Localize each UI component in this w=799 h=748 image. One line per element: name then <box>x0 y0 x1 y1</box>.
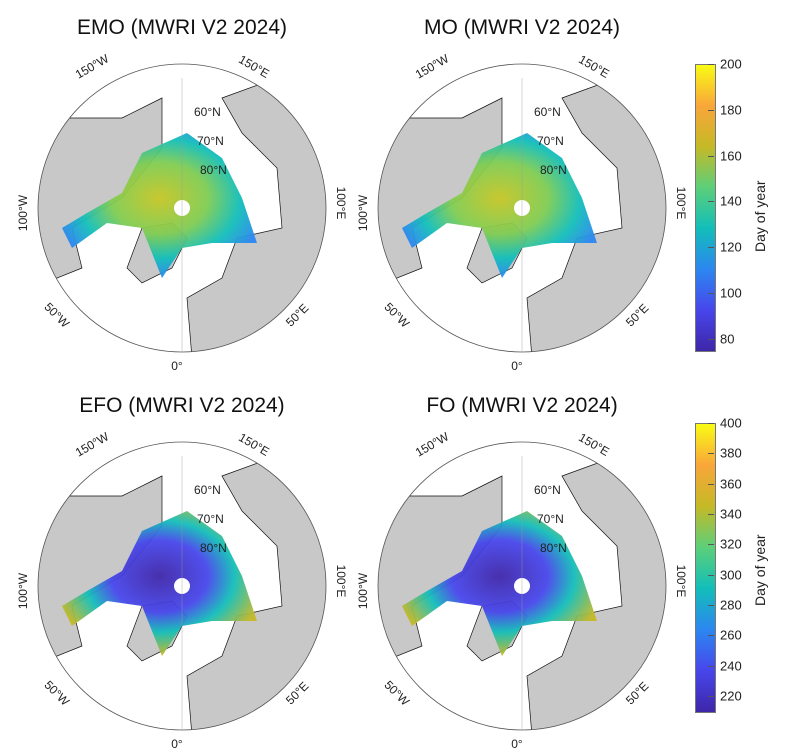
colorbar-tick-label: 240 <box>720 658 742 674</box>
sea-ice-field <box>62 511 257 656</box>
colorbar-tick-label: 360 <box>720 476 742 492</box>
lon-label: 150°W <box>413 51 452 82</box>
colorbar-tick-mark <box>708 292 714 294</box>
colorbar-tick-mark <box>708 155 714 157</box>
sea-ice-field <box>402 511 597 656</box>
colorbar-tick-label: 140 <box>720 193 742 209</box>
map-panel-mo: MO (MWRI V2 2024) 60°N 70°N 80°N 150°W 150°E… <box>352 0 692 373</box>
colorbar-gradient <box>695 64 716 352</box>
panel-title: EFO (MWRI V2 2024) <box>79 394 285 417</box>
colorbar-tick-mark <box>708 695 714 697</box>
colorbar-tick-mark <box>708 201 714 203</box>
colorbar-tick-label: 260 <box>720 627 742 643</box>
lon-label: 100°W <box>356 572 370 609</box>
colorbar-tick-mark <box>708 604 714 606</box>
lon-label: 150°W <box>73 429 112 460</box>
lon-label: 0° <box>511 359 523 373</box>
lat-label: 80°N <box>200 541 227 555</box>
colorbar-tick-label: 120 <box>720 239 742 255</box>
map-panel-fo: FO (MWRI V2 2024) 60°N 70°N 80°N 150°W 150°E… <box>352 378 692 748</box>
lon-label: 100°W <box>356 194 370 231</box>
colorbar-tick-mark <box>708 513 714 515</box>
colorbar-tick-label: 300 <box>720 567 742 583</box>
sea-ice-field <box>62 133 257 278</box>
lon-label: 150°W <box>73 51 112 82</box>
colorbar-tick-mark <box>708 665 714 667</box>
colorbar-tick-mark <box>708 483 714 485</box>
colorbar-tick-mark <box>708 109 714 111</box>
colorbar-melt: 200 180 160 140 120 100 80 Day of year <box>680 0 780 370</box>
map-panel-emo: EMO (MWRI V2 2024) 60°N 70°N 80°N 150°W 150°… <box>12 0 352 373</box>
colorbar-tick-label: 320 <box>720 536 742 552</box>
land-eurasia <box>186 64 326 352</box>
lat-label: 80°N <box>200 163 227 177</box>
colorbar-tick-label: 380 <box>720 445 742 461</box>
colorbar-tick-mark <box>708 635 714 637</box>
panel-title: MO (MWRI V2 2024) <box>423 16 621 39</box>
colorbar-gradient <box>695 423 716 713</box>
panel-title: EMO (MWRI V2 2024) <box>76 16 288 39</box>
colorbar-tick-mark <box>708 544 714 546</box>
lat-label: 70°N <box>197 134 224 148</box>
lon-label: 50°W <box>41 300 72 331</box>
lon-label: 0° <box>171 737 183 748</box>
lon-label: 50°W <box>381 678 412 709</box>
lon-label: 100°W <box>16 194 30 231</box>
lon-label: 50°W <box>41 678 72 709</box>
land-eurasia <box>526 64 666 352</box>
lon-label: 100°E <box>674 187 688 220</box>
land-eurasia <box>526 442 666 730</box>
lon-label: 100°E <box>334 565 348 598</box>
colorbar-tick-label: 280 <box>720 597 742 613</box>
lon-label: 100°E <box>334 187 348 220</box>
lat-label: 80°N <box>540 163 567 177</box>
colorbar-label: Day of year <box>752 534 768 606</box>
colorbar-tick-mark <box>708 247 714 249</box>
colorbar-tick-label: 340 <box>720 506 742 522</box>
lon-label: 50°W <box>381 300 412 331</box>
colorbar-tick-label: 100 <box>720 285 742 301</box>
colorbar-tick-label: 220 <box>720 688 742 704</box>
colorbar-tick-mark <box>708 423 714 424</box>
lon-label: 100°W <box>16 572 30 609</box>
map-panel-efo: EFO (MWRI V2 2024) 60°N 70°N 80°N 150°W 150°… <box>12 378 352 748</box>
lat-label: 70°N <box>537 512 564 526</box>
lat-label: 80°N <box>540 541 567 555</box>
lat-label: 60°N <box>194 483 221 497</box>
panel-title: FO (MWRI V2 2024) <box>426 394 618 417</box>
lon-label: 0° <box>171 359 183 373</box>
lon-label: 100°E <box>674 565 688 598</box>
lon-label: 150°W <box>413 429 452 460</box>
colorbar-tick-mark <box>708 338 714 340</box>
colorbar-tick-label: 80 <box>720 331 735 347</box>
colorbar-tick-label: 180 <box>720 102 742 118</box>
colorbar-tick-mark <box>708 64 714 65</box>
colorbar-tick-mark <box>708 453 714 455</box>
colorbar-freeze: 400 380 360 340 320 300 280 260 240 220 Day of ye… <box>680 0 780 747</box>
lat-label: 60°N <box>534 483 561 497</box>
colorbar-tick-label: 200 <box>720 56 742 72</box>
lat-label: 60°N <box>534 105 561 119</box>
colorbar-tick-label: 160 <box>720 148 742 164</box>
sea-ice-field <box>402 133 597 278</box>
lon-label: 0° <box>511 737 523 748</box>
land-eurasia <box>186 442 326 730</box>
colorbar-tick-label: 400 <box>720 415 742 431</box>
lat-label: 60°N <box>194 105 221 119</box>
colorbar-tick-mark <box>708 574 714 576</box>
lat-label: 70°N <box>197 512 224 526</box>
lat-label: 70°N <box>537 134 564 148</box>
